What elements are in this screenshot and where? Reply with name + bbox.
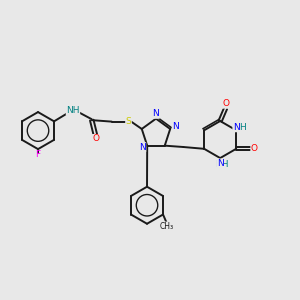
Text: NH: NH (66, 106, 80, 115)
Text: S: S (126, 117, 131, 126)
Text: N: N (217, 159, 224, 168)
Text: N: N (233, 123, 240, 132)
Text: H: H (239, 123, 246, 132)
Text: N: N (172, 122, 179, 131)
Text: CH₃: CH₃ (160, 222, 174, 231)
Text: N: N (153, 110, 159, 118)
Text: N: N (139, 142, 146, 152)
Text: F: F (35, 150, 40, 159)
Text: O: O (222, 99, 229, 108)
Text: O: O (92, 134, 100, 143)
Text: O: O (251, 144, 258, 153)
Text: NH: NH (215, 160, 228, 169)
